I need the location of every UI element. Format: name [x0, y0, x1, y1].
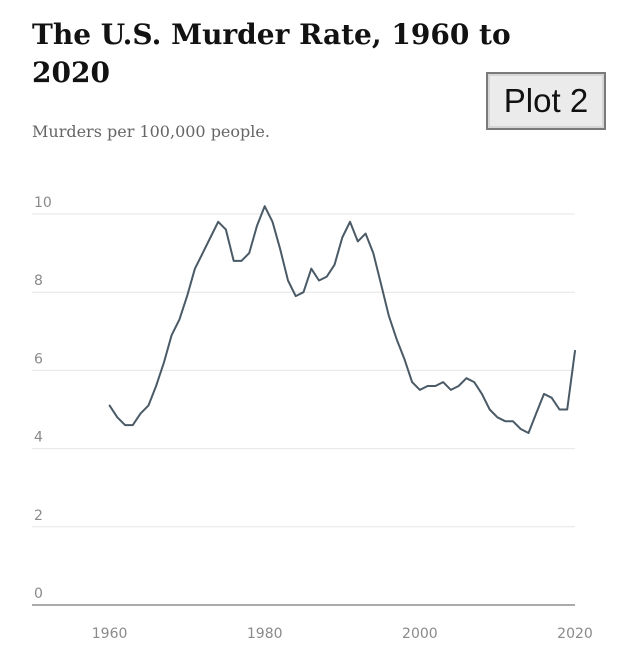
chart-subtitle: Murders per 100,000 people.: [32, 122, 270, 141]
series-line-murder-rate: [108, 205, 576, 434]
y-axis-tick-labels: 0 2 4 6 8 10: [34, 195, 52, 602]
x-tick-label-1960: 1960: [92, 626, 128, 642]
chart-title-line-1: The U.S. Murder Rate, 1960 to: [32, 18, 511, 51]
chart-title-line-2: 2020: [32, 56, 110, 89]
chart-title: The U.S. Murder Rate, 1960 to 2020: [32, 16, 532, 92]
x-axis-tick-labels: 1960 1980 2000 2020: [92, 626, 593, 642]
y-tick-label-4: 4: [34, 430, 43, 446]
x-tick-label-1980: 1980: [247, 626, 283, 642]
y-tick-label-0: 0: [34, 586, 43, 602]
plot-label-badge: Plot 2: [486, 72, 606, 130]
y-tick-label-8: 8: [34, 273, 43, 289]
y-tick-label-10: 10: [34, 195, 52, 211]
x-tick-label-2020: 2020: [557, 626, 593, 642]
grid-lines: [32, 213, 575, 528]
y-tick-label-2: 2: [34, 508, 43, 524]
x-tick-label-2000: 2000: [402, 626, 438, 642]
y-tick-label-6: 6: [34, 351, 43, 367]
